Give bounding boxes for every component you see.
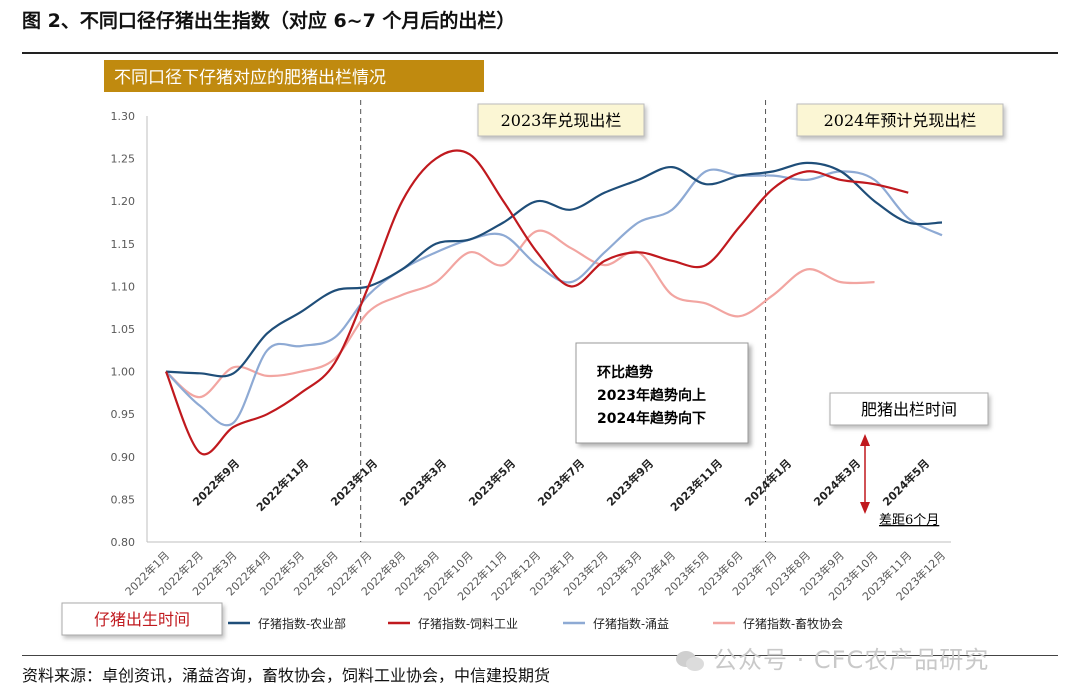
y-tick-label: 0.95 <box>111 408 136 421</box>
finishing-time-label: 2023年5月 <box>466 456 519 509</box>
legend: 仔猪指数-农业部 仔猪指数-饲料工业 仔猪指数-涌益 仔猪指数-畜牧协会 <box>228 616 843 631</box>
gap-arrow <box>860 434 870 514</box>
finishing-time-label: 2023年9月 <box>604 456 657 509</box>
legend-label: 仔猪指数-涌益 <box>593 616 669 631</box>
series-line-1 <box>165 161 943 378</box>
trend-2023: 2023年趋势向上 <box>597 387 706 404</box>
finishing-time-label: 2024年3月 <box>811 456 864 509</box>
note-2024: 2024年预计兑现出栏 <box>796 103 1004 137</box>
trend-title: 环比趋势 <box>597 364 653 381</box>
finishing-time-label: 2023年7月 <box>535 456 588 509</box>
note-2023-text: 2023年兑现出栏 <box>501 111 622 130</box>
legend-label: 仔猪指数-饲料工业 <box>418 616 518 631</box>
y-axis: 1.30 1.25 1.20 1.15 1.10 1.05 1.00 0.95 0.90 0.85… <box>111 110 951 549</box>
trend-box: 环比趋势 2023年趋势向上 2024年趋势向下 <box>575 342 749 444</box>
bottom-divider <box>22 655 1058 656</box>
watermark-text: 公众号 · CFC农产品研究 <box>713 646 990 674</box>
y-tick-label: 1.30 <box>111 110 136 123</box>
finishing-time-label: 2023年11月 <box>667 456 725 514</box>
source-note: 资料来源：卓创资讯，涌益咨询，畜牧协会，饲料工业协会，中信建投期货 <box>22 666 551 685</box>
legend-label: 仔猪指数-畜牧协会 <box>743 616 843 631</box>
y-tick-label: 0.80 <box>111 536 136 549</box>
y-tick-label: 1.25 <box>111 153 136 166</box>
finishing-time-label: 2023年3月 <box>397 456 450 509</box>
y-tick-label: 0.85 <box>111 493 136 506</box>
arrow-head-up <box>860 434 870 446</box>
y-tick-label: 1.05 <box>111 323 136 336</box>
finishing-time-label: 2024年5月 <box>880 456 933 509</box>
finishing-time-label: 2023年1月 <box>328 456 381 509</box>
wechat-icon <box>676 651 704 671</box>
series-line-2 <box>164 149 909 456</box>
legend-label: 仔猪指数-农业部 <box>258 616 346 631</box>
note-2023: 2023年兑现出栏 <box>477 103 645 137</box>
banner-title: 不同口径下仔猪对应的肥猪出栏情况 <box>114 68 386 88</box>
y-tick-label: 1.15 <box>111 238 136 251</box>
arrow-head-down <box>860 502 870 514</box>
figure-title: 图 2、不同口径仔猪出生指数（对应 6~7 个月后的出栏） <box>22 10 516 32</box>
x-axis-labels: 2022年1月2022年2月2022年3月2022年4月2022年5月2022年… <box>122 548 948 603</box>
top-divider <box>22 52 1058 54</box>
series-line-3 <box>165 168 943 427</box>
finishing-time-label: 2024年1月 <box>742 456 795 509</box>
y-tick-label: 1.10 <box>111 280 136 293</box>
banner-background <box>104 60 484 92</box>
series-lines <box>164 149 943 456</box>
note-2024-text: 2024年预计兑现出栏 <box>824 111 977 130</box>
hog-time-box: 肥猪出栏时间 <box>829 392 989 426</box>
series-line-4 <box>165 229 875 399</box>
finishing-time-label: 2022年11月 <box>253 456 311 514</box>
y-tick-label: 1.20 <box>111 195 136 208</box>
y-tick-label: 1.00 <box>111 366 136 379</box>
piglet-time-box: 仔猪出生时间 <box>61 602 223 636</box>
finishing-time-label: 2022年9月 <box>190 456 243 509</box>
piglet-time-text: 仔猪出生时间 <box>94 610 190 629</box>
trend-2024: 2024年趋势向下 <box>597 410 706 427</box>
hog-time-text: 肥猪出栏时间 <box>861 400 957 419</box>
gap-label: 差距6个月 <box>879 513 939 528</box>
y-tick-label: 0.90 <box>111 451 136 464</box>
finishing-time-labels: 2022年9月 2022年11月 2023年1月 2023年3月 2023年5月 2023… <box>190 456 933 514</box>
watermark: 公众号 · CFC农产品研究 <box>675 640 989 675</box>
